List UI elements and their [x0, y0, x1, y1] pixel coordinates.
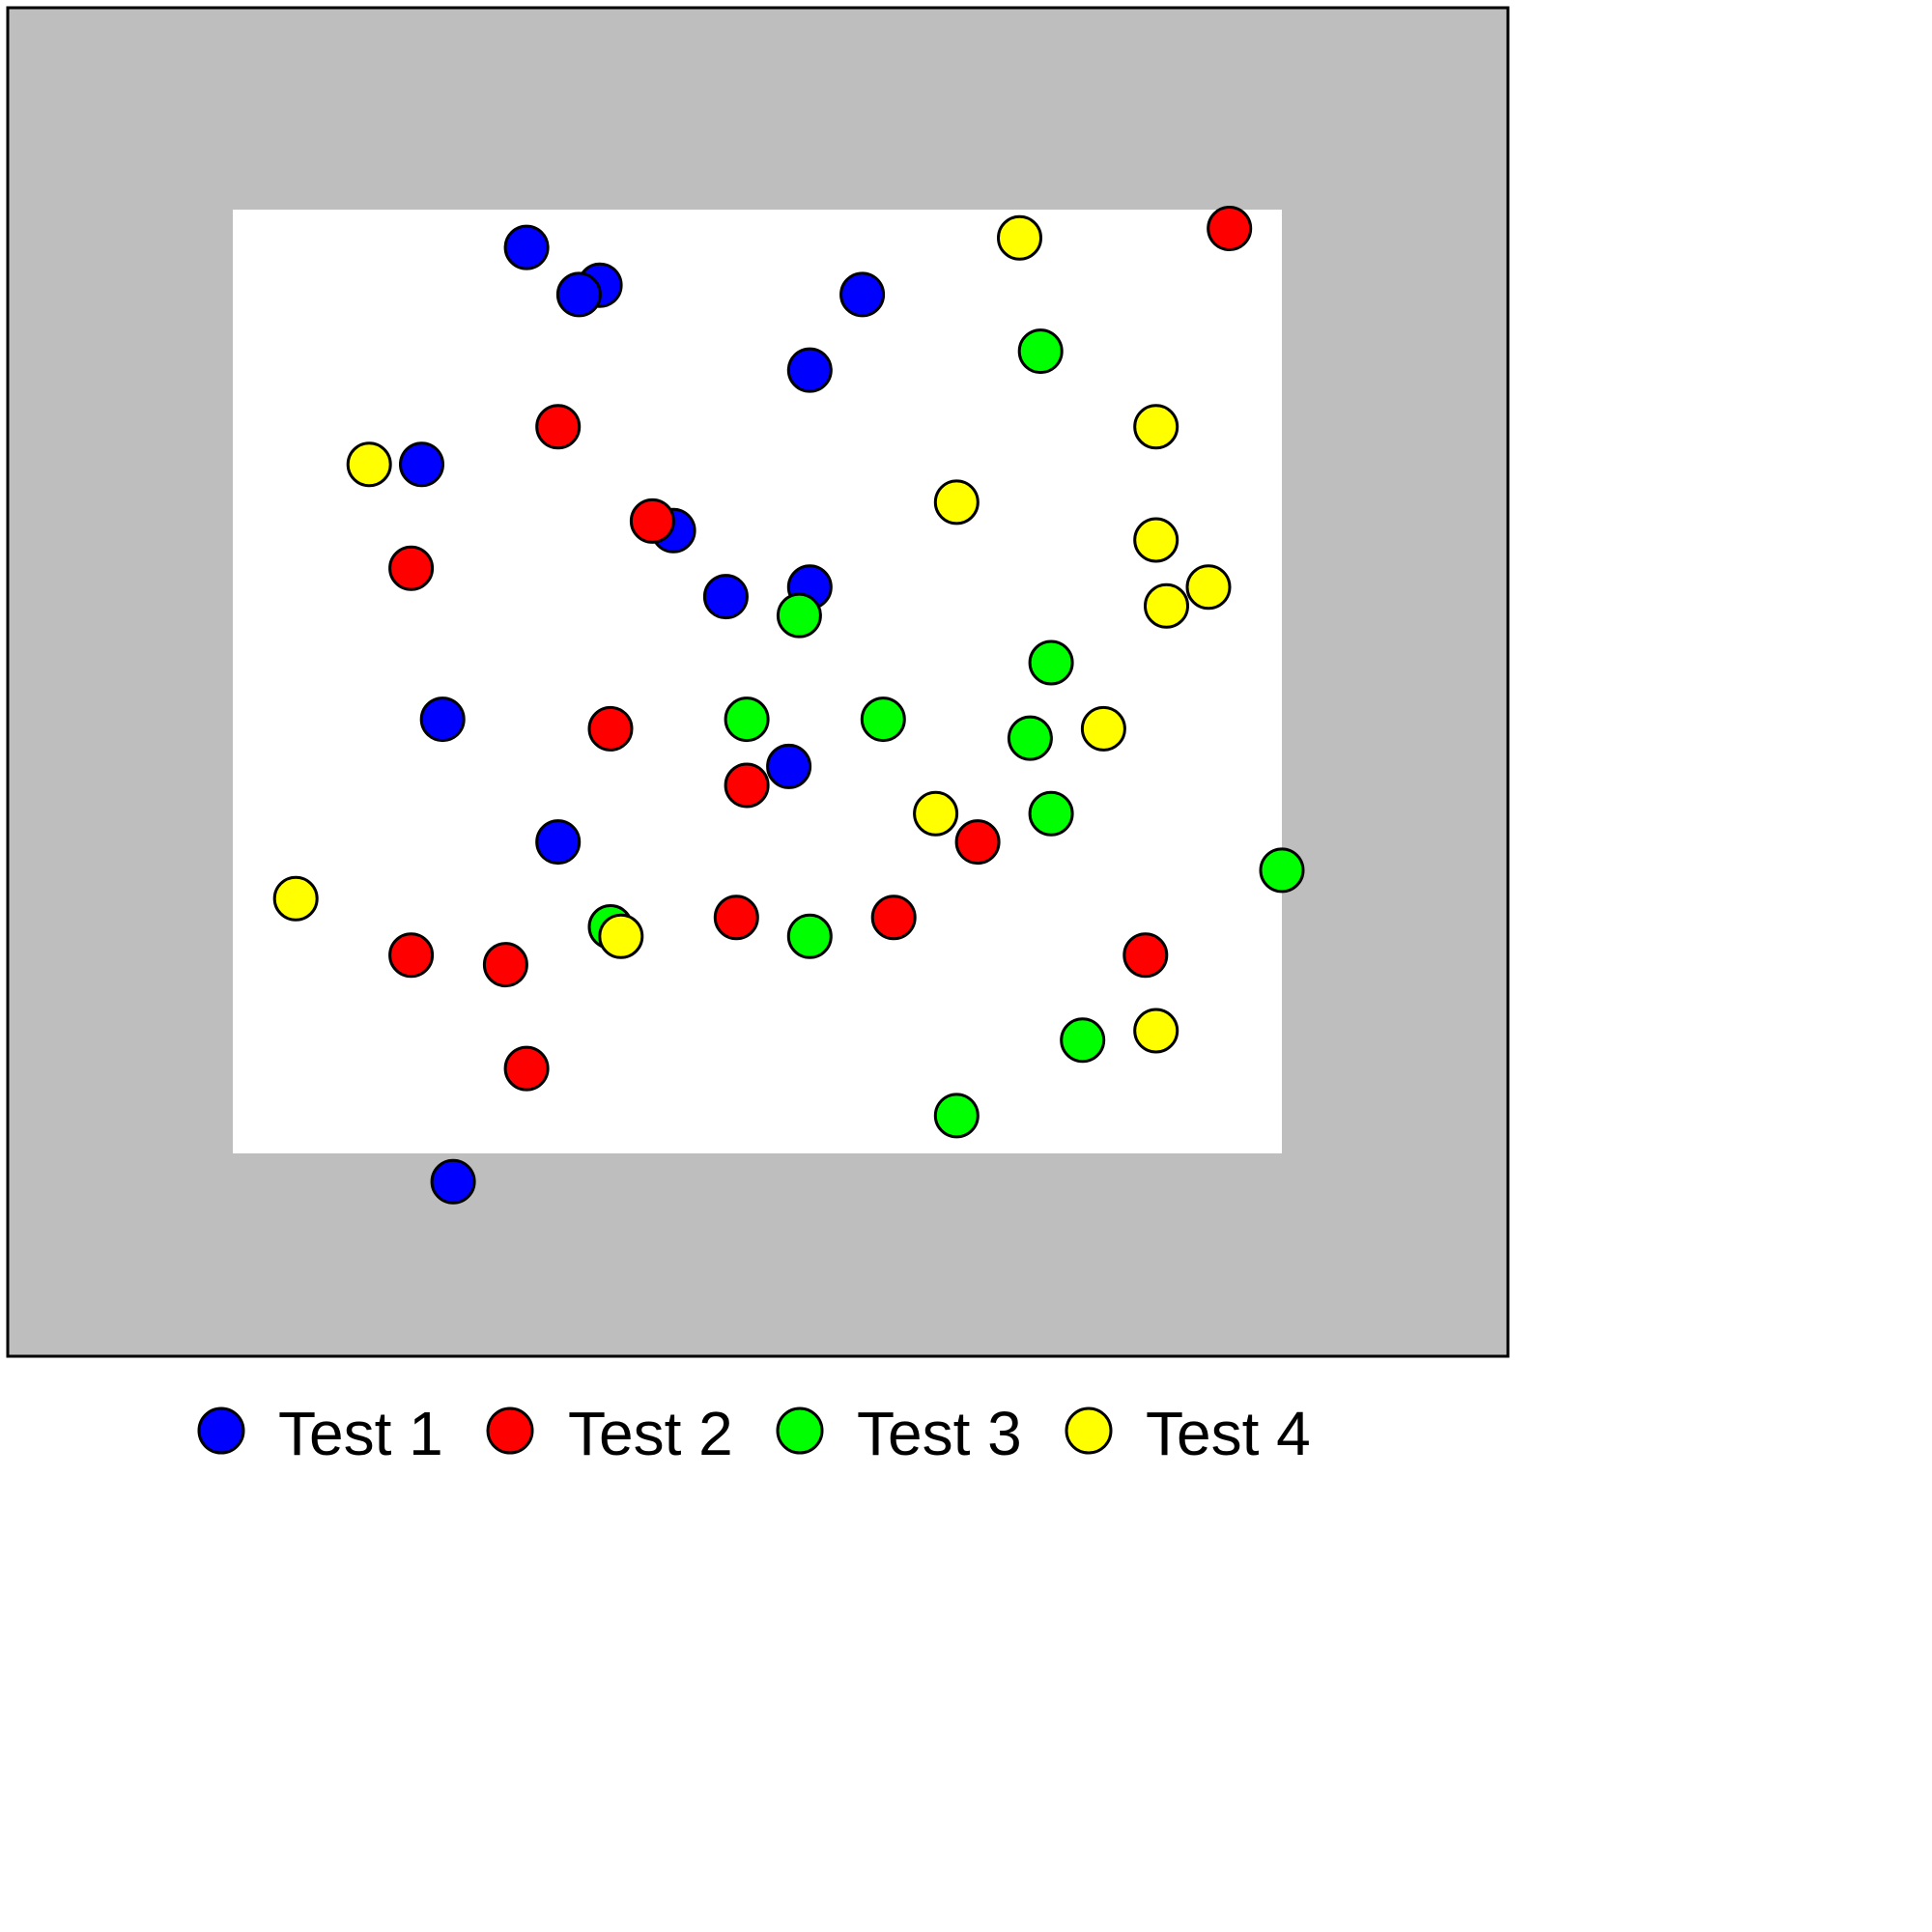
inner-region [233, 210, 1282, 1153]
point-test-1-3 [555, 271, 602, 318]
point-test-1-6 [399, 441, 444, 488]
legend-item-test-1: Test 1 [197, 1399, 443, 1468]
legend: Test 1 Test 2 Test 3 Test 4 [197, 1399, 1311, 1468]
legend-item-test-3: Test 3 [776, 1399, 1022, 1468]
legend-item-test-2: Test 2 [486, 1399, 733, 1468]
point-test-1-4 [839, 271, 886, 318]
point-test-3-7 [1028, 790, 1074, 837]
legend-label-test-2: Test 2 [568, 1399, 733, 1468]
point-test-2-5 [587, 705, 634, 752]
point-test-3-3 [1028, 639, 1074, 686]
legend-marker-test-2 [486, 1406, 534, 1455]
point-test-1-11 [766, 743, 812, 789]
point-test-3-1 [1017, 328, 1064, 375]
point-test-4-6 [1185, 564, 1232, 611]
point-test-4-1 [997, 214, 1042, 261]
point-test-1-13 [430, 1158, 476, 1205]
legend-label-test-4: Test 4 [1146, 1399, 1311, 1468]
legend-label-test-3: Test 3 [857, 1399, 1022, 1468]
legend-marker-test-4 [1065, 1406, 1113, 1455]
point-test-2-11 [482, 942, 528, 988]
point-test-3-4 [724, 696, 770, 743]
legend-marker-test-1 [197, 1406, 245, 1455]
scatter-chart: Test 1 Test 2 Test 3 Test 4 [6, 6, 1510, 1468]
point-test-3-6 [1007, 715, 1053, 761]
point-test-3-11 [1060, 1017, 1106, 1064]
point-test-4-2 [1133, 404, 1179, 450]
point-test-3-10 [786, 913, 833, 959]
point-test-3-8 [1259, 847, 1305, 894]
point-test-2-13 [503, 1045, 550, 1092]
point-test-4-12 [1133, 1008, 1179, 1054]
point-test-2-3 [629, 497, 675, 544]
legend-label-test-1: Test 1 [278, 1399, 443, 1468]
point-test-2-1 [1207, 206, 1253, 251]
point-test-3-12 [933, 1093, 980, 1139]
point-test-2-10 [388, 932, 435, 979]
point-test-3-5 [860, 696, 906, 743]
point-test-4-9 [913, 790, 959, 837]
points-layer [272, 206, 1305, 1205]
point-test-1-1 [503, 224, 550, 270]
point-test-1-12 [535, 819, 582, 866]
point-test-3-2 [776, 592, 822, 639]
point-test-2-12 [1122, 932, 1169, 979]
point-test-4-3 [346, 441, 392, 488]
point-test-2-6 [724, 762, 770, 809]
point-test-1-10 [419, 696, 466, 743]
point-test-4-11 [598, 913, 644, 959]
legend-item-test-4: Test 4 [1065, 1399, 1311, 1468]
point-test-1-8 [702, 574, 749, 620]
point-test-2-9 [870, 895, 917, 941]
point-test-1-5 [786, 347, 833, 393]
point-test-4-4 [933, 479, 980, 526]
point-test-4-7 [1144, 582, 1189, 629]
point-test-2-8 [713, 895, 759, 941]
point-test-2-2 [535, 404, 582, 450]
point-test-2-4 [388, 545, 435, 591]
legend-marker-test-3 [776, 1406, 824, 1455]
point-test-4-5 [1133, 517, 1179, 563]
point-test-4-8 [1080, 705, 1126, 752]
point-test-4-10 [272, 875, 319, 922]
point-test-2-7 [954, 819, 1001, 866]
